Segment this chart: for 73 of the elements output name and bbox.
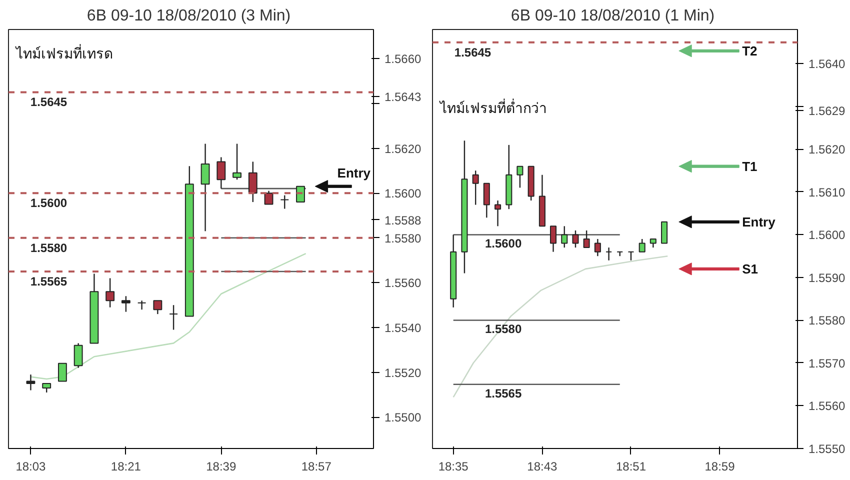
candlestick (216, 156, 226, 190)
x-tick-label: 18:43 (527, 460, 558, 474)
candlestick (661, 221, 668, 244)
ref-line-label: S1 (742, 261, 758, 276)
candlestick (121, 296, 130, 312)
y-tick-label: 1.5560 (808, 399, 846, 414)
candlestick (200, 143, 210, 232)
candlestick (169, 304, 178, 330)
x-tick-label: 18:35 (438, 460, 469, 474)
candlestick (606, 246, 612, 261)
y-tick-label: 1.5610 (808, 185, 846, 200)
y-tick-label: 1.5643 (384, 90, 422, 104)
y-tick-label: 1.5640 (808, 57, 846, 72)
series-label: 1.5565 (484, 386, 522, 400)
y-tick-label: 1.5570 (808, 356, 846, 370)
ref-line-label: T2 (742, 43, 758, 58)
candlestick (638, 238, 646, 252)
candlestick (561, 226, 568, 248)
ref-line-label: Entry (337, 165, 372, 180)
candlestick (248, 161, 258, 203)
candlestick (494, 200, 502, 227)
x-tick-label: 18:03 (16, 460, 46, 474)
candlestick (58, 362, 67, 382)
y-tick-label: 1.5550 (808, 442, 846, 456)
candlestick (483, 182, 490, 218)
line-series (30, 252, 306, 380)
candlestick (583, 230, 590, 248)
y-tick-label: 1.5620 (808, 142, 846, 157)
candlestick (280, 194, 290, 210)
candlestick (74, 342, 83, 368)
ref-line-label: 1.5565 (30, 274, 68, 288)
candlestick (232, 143, 242, 180)
y-tick-label: 1.5588 (384, 213, 422, 228)
line-series (452, 255, 668, 398)
candlestick (594, 238, 601, 257)
ref-line-label: T1 (742, 158, 758, 174)
series-label: 1.5580 (484, 322, 522, 336)
y-tick-label: 1.5620 (384, 142, 422, 156)
y-tick-label: 1.5540 (384, 321, 422, 336)
y-tick-label: 1.5600 (384, 186, 422, 201)
ref-line-label: Entry (742, 214, 776, 230)
y-tick-label: 1.5580 (808, 314, 846, 328)
series-label: 1.5600 (484, 236, 522, 251)
y-tick-label: 1.5500 (384, 410, 422, 425)
x-tick-label: 18:57 (301, 460, 332, 474)
y-tick-label: 1.5660 (384, 52, 422, 66)
candlestick (106, 278, 115, 308)
chart-title: 6B 09-10 18/08/2010 (1 Min) (510, 8, 715, 24)
x-tick-label: 18:51 (616, 460, 646, 474)
candlestick (472, 170, 479, 206)
y-tick-label: 1.5629 (808, 104, 846, 118)
y-tick-label: 1.5590 (808, 270, 846, 285)
ref-line-label: 1.5645 (454, 45, 492, 60)
candlestick (572, 230, 579, 248)
candlestick (153, 300, 162, 315)
x-tick-label: 18:21 (110, 460, 142, 474)
y-tick-label: 1.5600 (808, 228, 846, 242)
x-tick-label: 18:39 (206, 460, 236, 474)
candlestick (26, 374, 36, 391)
ref-line-label: 1.5600 (30, 196, 68, 210)
y-tick-label: 1.5560 (384, 276, 422, 290)
ref-line-label: 1.5580 (30, 240, 68, 255)
candlestick (137, 300, 146, 310)
chart-title: 6B 09-10 18/08/2010 (3 Min) (86, 8, 291, 24)
annotation: ไทม์เฟรมที่เทรด (14, 44, 113, 62)
candlestick (516, 166, 524, 188)
x-tick-label: 18:59 (704, 460, 736, 474)
candlestick (550, 226, 557, 252)
y-tick-label: 1.5580 (384, 231, 422, 246)
y-tick-label: 1.5520 (384, 366, 422, 380)
candlestick (264, 190, 274, 205)
annotation: ไทม์เฟรมที่ต่ำกว่า (438, 99, 547, 118)
ref-line-label: 1.5645 (30, 95, 68, 110)
